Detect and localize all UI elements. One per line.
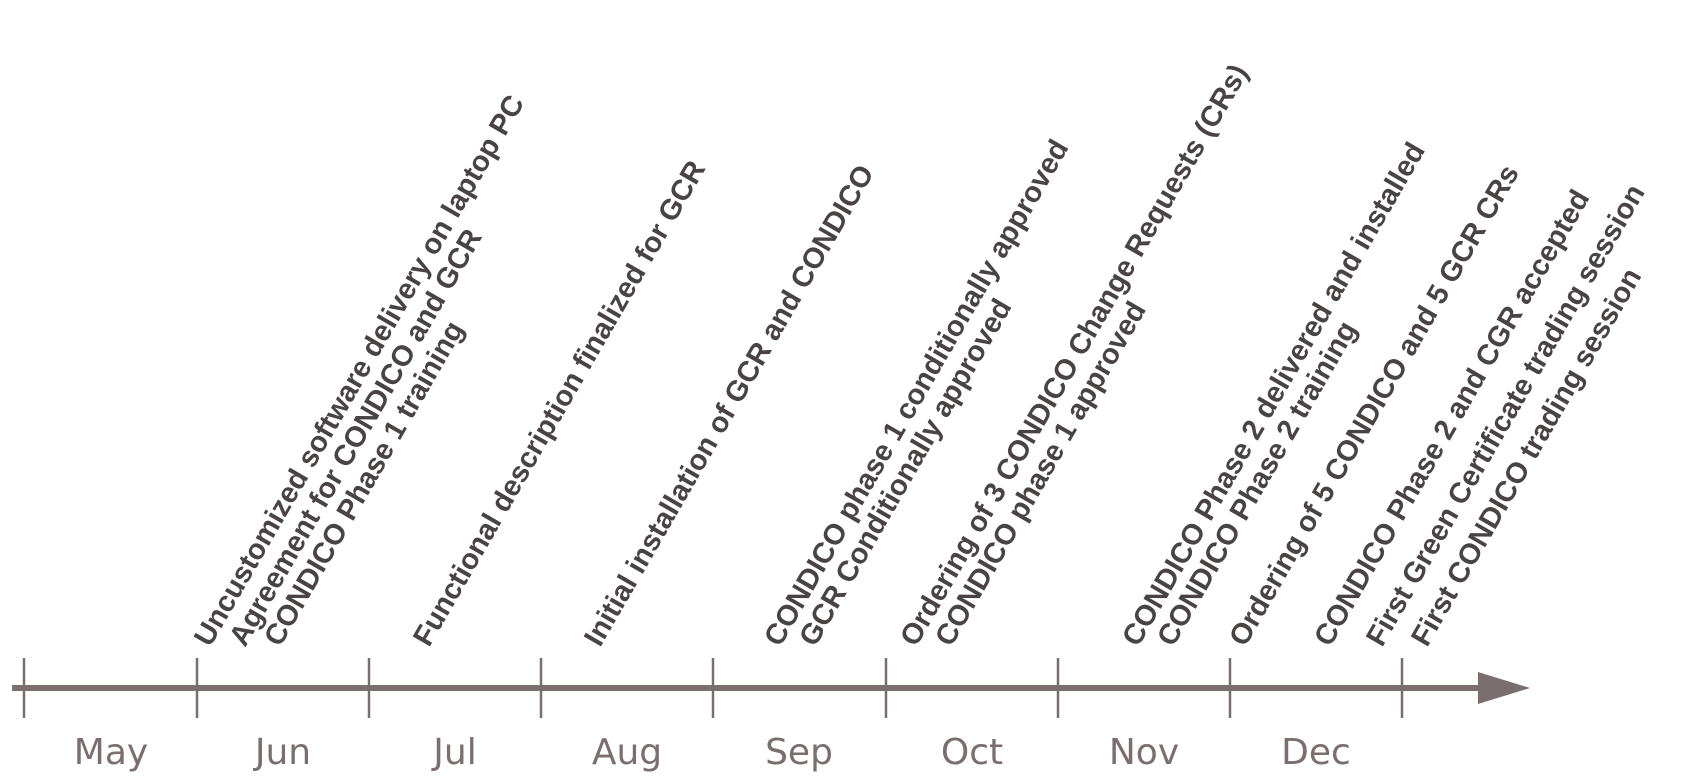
timeline-arrow-icon [1478,672,1530,704]
month-label-sep: Sep [765,732,833,773]
month-label-jul: Jul [431,732,476,773]
month-label-may: May [74,732,148,773]
month-label-aug: Aug [592,732,662,773]
month-labels: May Jun Jul Aug Sep Oct Nov Dec [74,732,1351,773]
month-label-dec: Dec [1281,732,1351,773]
month-label-jun: Jun [253,732,311,773]
event-label: CONDICO phase 1 conditionally approved [758,135,1075,652]
event-label: First Green Certificate trading session [1360,179,1651,651]
tick-marks [22,658,1404,718]
month-label-nov: Nov [1109,732,1179,773]
event-labels: Uncustomized software delivery on laptop… [188,59,1651,651]
month-label-oct: Oct [941,732,1003,773]
